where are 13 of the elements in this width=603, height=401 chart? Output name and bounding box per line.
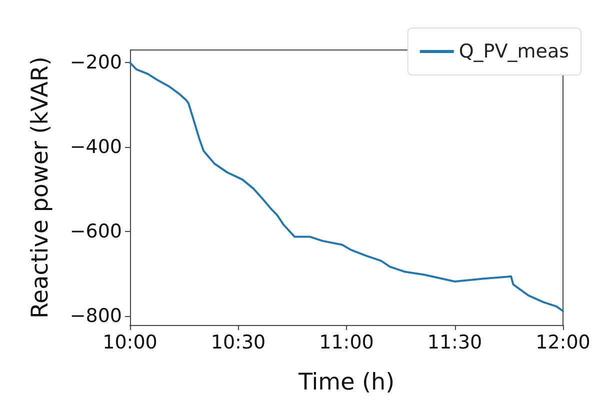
- x-tick-label: 10:30: [210, 332, 266, 354]
- x-tick-label: 12:00: [536, 332, 590, 354]
- x-tick-label: 11:30: [427, 332, 482, 354]
- y-tick-label: −400: [70, 136, 122, 158]
- x-tick-label: 11:00: [319, 332, 374, 354]
- x-axis-title: Time (h): [297, 370, 395, 396]
- line-series: [129, 62, 564, 312]
- legend-label: Q_PV_meas: [458, 40, 570, 62]
- y-axis-title: Reactive power (kVAR): [28, 56, 54, 318]
- y-tick-label: −200: [70, 52, 122, 74]
- y-tick-label: −800: [70, 305, 122, 328]
- x-tick-label: 10:00: [102, 332, 158, 354]
- y-tick-label: −600: [70, 220, 122, 243]
